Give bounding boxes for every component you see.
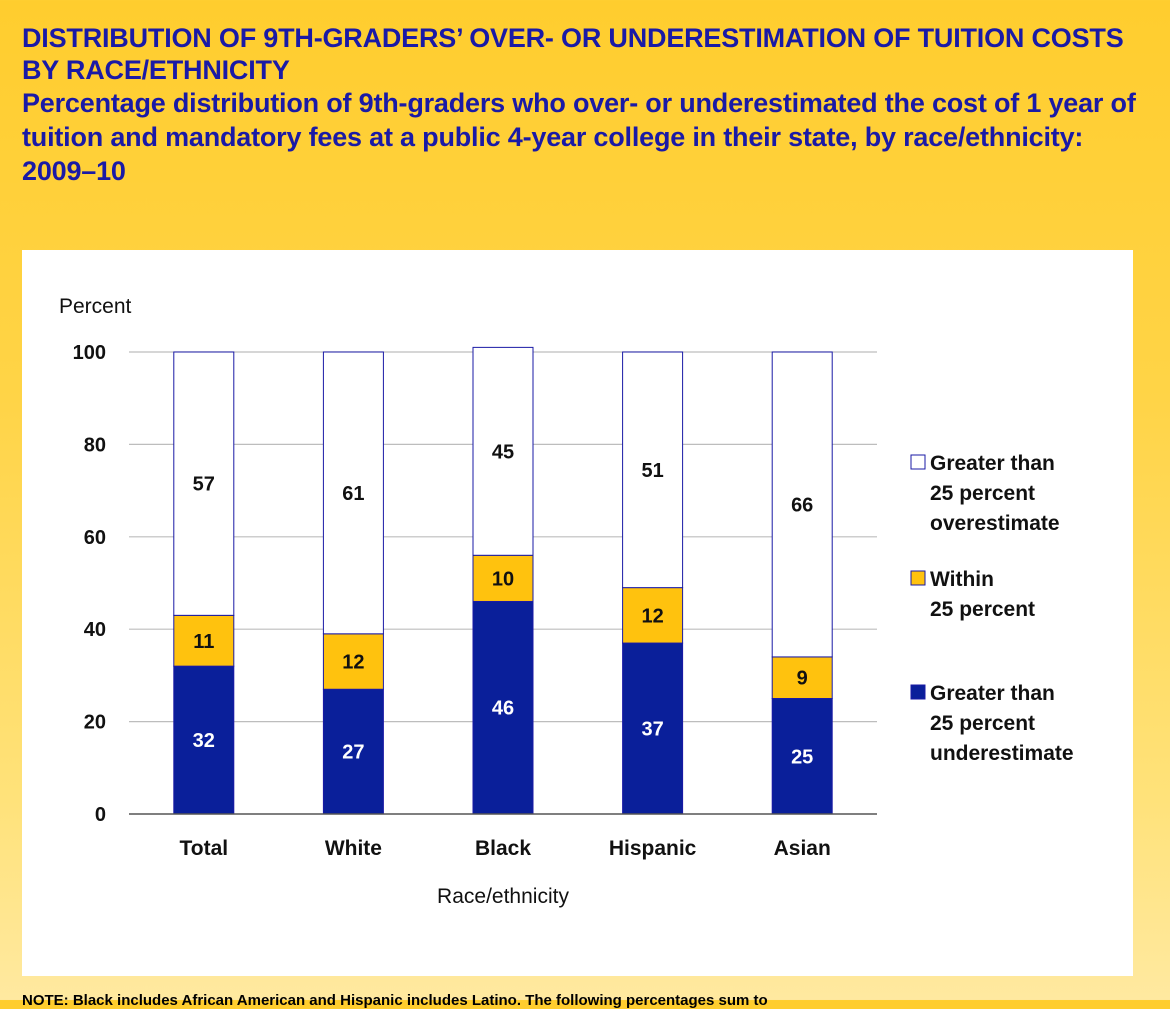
legend-swatch-within	[910, 570, 926, 586]
y-tick-label: 80	[84, 434, 106, 456]
y-tick-label: 0	[95, 804, 106, 826]
chart-subtitle: Percentage distribution of 9th-graders w…	[22, 88, 1136, 186]
data-label: 32	[193, 730, 215, 752]
data-label: 10	[492, 568, 514, 590]
data-label: 61	[342, 483, 364, 505]
data-label: 45	[492, 441, 514, 463]
footnote: NOTE: Black includes African American an…	[22, 992, 768, 1009]
legend-label: underestimate	[930, 742, 1074, 765]
title-block: DISTRIBUTION OF 9TH-GRADERS’ OVER- OR UN…	[22, 22, 1152, 188]
bar-segment-under	[771, 698, 833, 815]
bar-segment-over	[622, 351, 684, 589]
data-label: 12	[641, 605, 663, 627]
legend-label: overestimate	[930, 512, 1060, 535]
y-tick-label: 40	[84, 619, 106, 641]
legend-label: Greater than	[930, 682, 1055, 705]
legend-swatch-under	[910, 684, 926, 700]
data-label: 57	[193, 474, 215, 496]
data-label: 51	[641, 460, 663, 482]
legend-label: Within	[930, 568, 994, 591]
legend-label: Greater than	[930, 452, 1055, 475]
bar-segment-under	[472, 600, 534, 815]
bar-segment-within	[173, 614, 235, 667]
data-label: 12	[342, 652, 364, 674]
bar-segment-over	[472, 346, 534, 556]
x-tick-label: White	[325, 837, 382, 860]
chart-panel: Percent 0 20 40 60 80 100 32 11 57 Total 27 12 61 Whit…	[22, 250, 1133, 976]
bar-segment-over	[771, 351, 833, 658]
bar-segment-over	[322, 351, 384, 635]
data-label: 25	[791, 746, 813, 768]
bar-segment-over	[173, 351, 235, 616]
data-label: 46	[492, 698, 514, 720]
y-axis-label: Percent	[59, 295, 132, 318]
y-tick-label: 100	[73, 342, 106, 364]
y-tick-label: 60	[84, 527, 106, 549]
legend-label: 25 percent	[930, 598, 1035, 621]
x-tick-label: Total	[179, 837, 228, 860]
legend-label: 25 percent	[930, 482, 1035, 505]
x-tick-label: Black	[475, 837, 531, 860]
bar-segment-within	[472, 554, 534, 602]
data-label: 37	[641, 719, 663, 741]
bar-segment-under	[622, 642, 684, 815]
stacked-bar-chart: Percent 0 20 40 60 80 100 32 11 57 Total 27 12 61 Whit…	[59, 295, 1074, 908]
data-label: 27	[342, 742, 364, 764]
legend-label: 25 percent	[930, 712, 1035, 735]
bar-segment-within	[771, 656, 833, 700]
chart-title: DISTRIBUTION OF 9TH-GRADERS’ OVER- OR UN…	[22, 23, 1124, 85]
legend-swatch-over	[910, 454, 926, 470]
bar-segment-under	[173, 665, 235, 815]
y-tick-label: 20	[84, 712, 106, 734]
data-label: 11	[193, 631, 214, 653]
x-tick-label: Hispanic	[609, 837, 697, 860]
data-label: 9	[797, 668, 808, 690]
x-tick-label: Asian	[774, 837, 831, 860]
x-axis-label: Race/ethnicity	[437, 885, 569, 908]
data-label: 66	[791, 494, 813, 516]
